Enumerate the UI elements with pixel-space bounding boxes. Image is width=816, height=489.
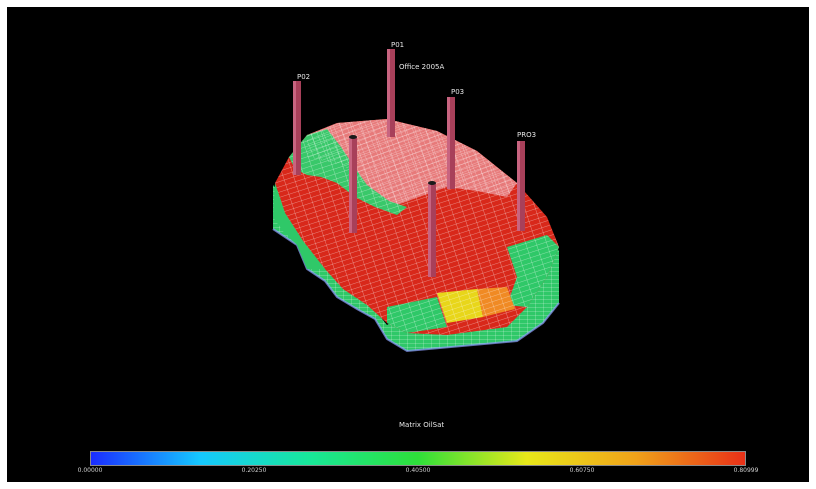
colorbar — [90, 451, 746, 466]
model-title: Office 2005A — [399, 63, 445, 71]
colorbar-tick: 0.40500 — [405, 467, 431, 474]
well-label-p02: P02 — [297, 73, 311, 81]
well-label-p01: P01 — [391, 41, 405, 49]
property-label: Matrix OilSat — [399, 421, 445, 429]
well-pro3[interactable] — [517, 141, 525, 231]
wells — [293, 49, 525, 277]
reservoir-top-surface — [273, 119, 559, 335]
viewport-3d[interactable]: P01 P02 P03 PRO3 Office 2005A Matrix Oil… — [7, 7, 809, 482]
colorbar-tick: 0.00000 — [77, 467, 103, 474]
well-label-p03: P03 — [451, 88, 465, 96]
well-center-left[interactable] — [349, 135, 357, 233]
well-label-pro3: PRO3 — [517, 131, 537, 139]
well-p03[interactable] — [447, 97, 455, 189]
reservoir-grid-view[interactable] — [7, 7, 809, 482]
colorbar-tick: 0.80999 — [733, 467, 759, 474]
well-p01[interactable] — [387, 49, 395, 137]
well-center[interactable] — [428, 181, 436, 277]
colorbar-tick: 0.20250 — [241, 467, 267, 474]
colorbar-tick: 0.60750 — [569, 467, 595, 474]
well-p02[interactable] — [293, 81, 301, 175]
